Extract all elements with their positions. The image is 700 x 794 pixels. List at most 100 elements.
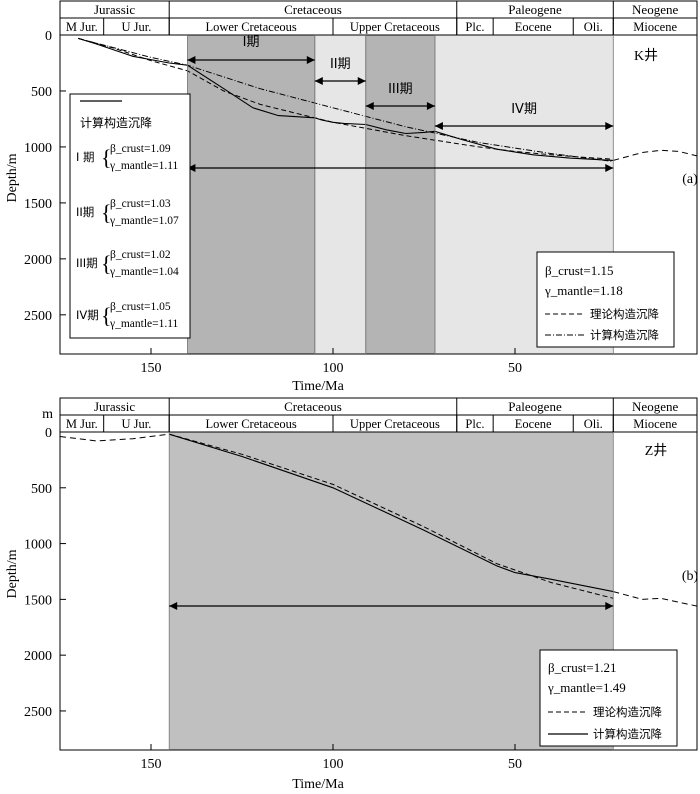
epoch-label: Lower Cretaceous [205, 20, 296, 34]
gamma-mantle-a: γ_mantle=1.18 [544, 283, 623, 298]
epoch-label: Eocene [515, 417, 552, 431]
stage-param-group: IV期 {β_crust=1.05 γ_mantle=1.11 [76, 301, 179, 330]
well-label-a: K井 [634, 48, 658, 64]
legend-theoretical-b: 理论构造沉降 [593, 705, 662, 719]
period-label: Neogene [632, 2, 678, 17]
epoch-label: M Jur. [66, 417, 98, 431]
stage-param-gamma: γ_mantle=1.11 [109, 160, 179, 172]
epoch-label: Miocene [633, 20, 677, 34]
legend-calculated-b: 计算构造沉降 [593, 727, 662, 741]
y-axis-label-b: Depth/m [5, 549, 20, 598]
period-label: Neogene [632, 399, 678, 414]
period-label: Paleogene [508, 399, 562, 414]
y-tick-label: 0 [45, 29, 52, 44]
x-tick-label: 50 [508, 361, 522, 376]
stage-param-beta: β_crust=1.02 [110, 249, 171, 261]
y-tick-label: 2500 [24, 705, 52, 720]
panel-a: Jurassic Cretaceous Paleogene Neogene M Jur.… [5, 0, 698, 394]
y-tick-label: 0 [45, 426, 52, 441]
stage-params-box: 计算构造沉降 I 期 {β_crust=1.09γ_mantle=1.11II期{… [69, 93, 191, 339]
plot-frame-b [59, 431, 698, 751]
stage-label: IV期 [511, 102, 537, 117]
y-tick-label: 1500 [24, 593, 52, 608]
stage-param-group: III期 {β_crust=1.02 γ_mantle=1.04 [76, 249, 179, 278]
stage-param-brace: { [101, 145, 112, 170]
x-tick-label: 100 [323, 361, 344, 376]
panel-label-a: (a) [682, 172, 698, 187]
full-span-arrow-head-left [187, 164, 196, 172]
epoch-label: Oli. [584, 20, 603, 34]
epoch-label: Lower Cretaceous [205, 417, 296, 431]
stage-label: I期 [243, 35, 260, 50]
epoch-label: U Jur. [122, 417, 152, 431]
epoch-label: M Jur. [66, 20, 98, 34]
beta-crust-b: β_crust=1.21 [548, 660, 616, 675]
epoch-label: Upper Cretaceous [350, 417, 440, 431]
epoch-label: Plc. [465, 417, 484, 431]
calculation-span-shading [169, 432, 614, 750]
stage-param-gamma: γ_mantle=1.11 [109, 318, 179, 330]
stage-iii-shading [365, 35, 435, 354]
legend-frame-a [536, 251, 675, 348]
stage-i-shading [187, 35, 315, 354]
y-tick-label: 2000 [24, 253, 52, 268]
y-tick-label: 1500 [24, 197, 52, 212]
stage-param-label: III期 [76, 256, 98, 270]
x-axis-label-b: Time/Ma [292, 777, 344, 792]
x-tick-label: 50 [508, 757, 522, 772]
y-tick-label: 1000 [24, 538, 52, 553]
theoretical-subsidence-line-b [169, 433, 614, 599]
epoch-label: Miocene [633, 417, 677, 431]
y-tick-label: 2500 [24, 309, 52, 324]
x-axis-label-a: Time/Ma [292, 379, 344, 394]
stage-arrow-head-right [306, 56, 315, 64]
stage-param-gamma: γ_mantle=1.04 [109, 266, 179, 278]
neogene-extension-line-a [613, 149, 698, 161]
well-label-b: Z井 [645, 443, 668, 459]
legend-theoretical-a: 理论构造沉降 [590, 307, 659, 321]
panel-label-b: (b) [682, 569, 699, 584]
stage-param-label: II期 [76, 205, 94, 219]
stage-arrow-head-left [314, 77, 323, 85]
stage-params-title: 计算构造沉降 [80, 115, 152, 130]
stage-arrow-head-right [605, 122, 614, 130]
stage-label: II期 [330, 57, 351, 72]
epoch-label: U Jur. [122, 20, 152, 34]
epoch-label: Upper Cretaceous [350, 20, 440, 34]
x-tick-label: 150 [141, 757, 162, 772]
calculated-subsidence-dashdot-line-a [78, 37, 614, 162]
x-tick-label: 100 [323, 757, 344, 772]
stage-param-brace: { [101, 251, 112, 276]
stage-ii-shading [314, 35, 366, 354]
stage-arrow-head-left [187, 56, 196, 64]
span-arrow-b [168, 432, 614, 750]
stage-params-frame [69, 93, 191, 339]
legend-calculated-a: 计算构造沉降 [590, 328, 659, 342]
stage-param-group: I 期 {β_crust=1.09 γ_mantle=1.11 [76, 143, 179, 172]
stage-param-label: IV期 [76, 308, 99, 322]
stage-param-beta: β_crust=1.09 [110, 143, 171, 155]
stage-param-gamma: γ_mantle=1.07 [109, 215, 179, 227]
stage-arrow-head-right [357, 77, 366, 85]
stage-arrow-head-left [365, 102, 374, 110]
epoch-label: Oli. [584, 417, 603, 431]
unit-label-b: m [42, 407, 53, 422]
period-label: Jurassic [94, 2, 135, 17]
panel-b: Jurassic Cretaceous Paleogene Neogene M Jur.… [5, 397, 699, 792]
calculated-subsidence-stage-line-a [78, 37, 614, 161]
stage-arrow-head-right [426, 102, 435, 110]
period-label: Paleogene [508, 2, 562, 17]
axes-b: 0 500 1000 1500 2000 2500 150 100 50 [24, 426, 522, 772]
stage-param-label: I 期 [76, 150, 95, 164]
y-axis-label-a: Depth/m [5, 153, 20, 202]
full-span-arrow-head-right [605, 164, 614, 172]
stratigraphic-header-b: Jurassic Cretaceous Paleogene Neogene M Jur.… [59, 397, 698, 433]
x-tick-label: 150 [141, 361, 162, 376]
jurassic-extension-line-b [59, 433, 170, 442]
stage-arrow-head-left [434, 122, 443, 130]
stage-param-beta: β_crust=1.05 [110, 301, 171, 313]
stratigraphic-header-a: Jurassic Cretaceous Paleogene Neogene M Jur.… [59, 0, 698, 36]
epoch-label: Plc. [465, 20, 484, 34]
gamma-mantle-b: γ_mantle=1.49 [547, 680, 626, 695]
